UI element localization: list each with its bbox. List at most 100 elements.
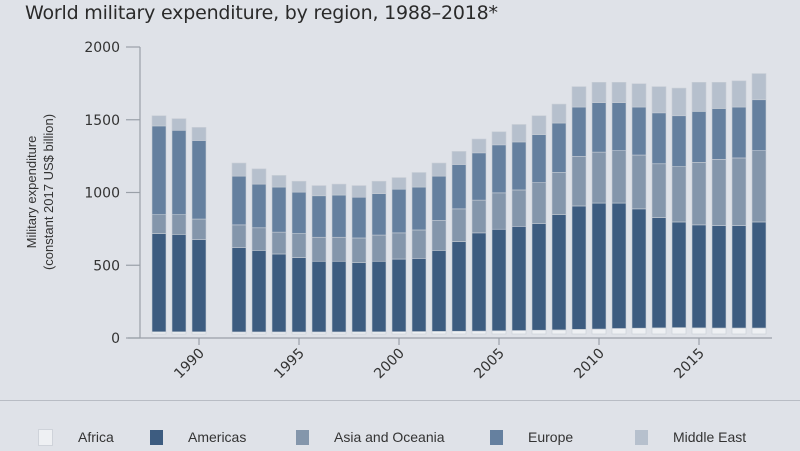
- bar-segment-middle-east: [751, 73, 767, 101]
- bar-segment-europe: [271, 186, 287, 233]
- bar-segment-europe: [711, 108, 727, 160]
- bar-segment-europe: [531, 134, 547, 183]
- bar-segment-americas: [691, 224, 707, 329]
- bar-segment-europe: [691, 111, 707, 163]
- bar-segment-americas: [291, 257, 307, 333]
- bar-segment-africa: [511, 330, 527, 335]
- bar-segment-europe: [331, 194, 347, 238]
- bar-segment-asia-and-oceania: [291, 233, 307, 258]
- bar-segment-africa: [551, 329, 567, 335]
- y-tick-label: 500: [93, 258, 120, 274]
- bar-segment-middle-east: [611, 81, 627, 103]
- bar-segment-europe: [171, 130, 187, 215]
- bar-segment-asia-and-oceania: [551, 172, 567, 215]
- bar-segment-europe: [451, 164, 467, 210]
- bar-segment-americas: [411, 258, 427, 332]
- legend-swatch: [296, 429, 309, 445]
- bar-segment-asia-and-oceania: [391, 232, 407, 260]
- bar-segment-asia-and-oceania: [471, 199, 487, 234]
- bar-segment-africa: [471, 330, 487, 335]
- bar-segment-europe: [291, 191, 307, 234]
- bar-segment-middle-east: [351, 185, 367, 198]
- bar-segment-africa: [191, 331, 207, 335]
- bar-segment-africa: [331, 331, 347, 335]
- bar-segment-europe: [231, 175, 247, 226]
- bar-segment-middle-east: [571, 86, 587, 108]
- bars: [151, 73, 767, 335]
- bar-segment-middle-east: [471, 138, 487, 154]
- bar-segment-middle-east: [291, 180, 307, 193]
- bar-segment-middle-east: [691, 81, 707, 112]
- bar-segment-europe: [631, 106, 647, 156]
- bar-segment-asia-and-oceania: [331, 236, 347, 262]
- bar-segment-middle-east: [711, 81, 727, 109]
- bar-segment-africa: [351, 331, 367, 335]
- bar-segment-middle-east: [431, 162, 447, 177]
- bar-segment-europe: [391, 188, 407, 234]
- bar-segment-americas: [231, 247, 247, 333]
- bar-segment-asia-and-oceania: [351, 237, 367, 264]
- x-tick-label: 2010: [571, 346, 608, 383]
- bar-stack-2001: [411, 172, 427, 335]
- bar-stack-2004: [471, 138, 487, 335]
- bar-stack-1988: [151, 115, 167, 335]
- bar-segment-europe: [251, 183, 267, 229]
- bar-segment-asia-and-oceania: [571, 156, 587, 207]
- x-tick-label: 1990: [171, 346, 208, 383]
- bar-segment-middle-east: [371, 180, 387, 194]
- bar-segment-asia-and-oceania: [371, 234, 387, 262]
- legend-swatch: [38, 428, 53, 446]
- bar-segment-africa: [631, 327, 647, 335]
- x-tick-label: 2000: [371, 346, 408, 383]
- bar-segment-asia-and-oceania: [451, 208, 467, 242]
- bar-segment-asia-and-oceania: [231, 224, 247, 248]
- bar-segment-africa: [151, 331, 167, 335]
- bar-segment-americas: [151, 233, 167, 333]
- bar-segment-africa: [251, 331, 267, 335]
- bar-stack-1997: [331, 183, 347, 335]
- y-tick-label: 1000: [84, 186, 120, 202]
- bar-segment-middle-east: [271, 175, 287, 188]
- bar-segment-middle-east: [171, 118, 187, 131]
- bar-segment-europe: [311, 195, 327, 238]
- bar-segment-americas: [171, 234, 187, 333]
- bar-segment-asia-and-oceania: [171, 214, 187, 235]
- bar-segment-europe: [571, 106, 587, 157]
- bar-segment-americas: [371, 260, 387, 333]
- legend-item-africa: Africa: [38, 427, 114, 447]
- bar-segment-africa: [451, 330, 467, 335]
- bar-segment-europe: [191, 140, 207, 220]
- bar-segment-africa: [751, 327, 767, 335]
- legend-label: Africa: [78, 429, 114, 445]
- bar-segment-africa: [231, 331, 247, 335]
- bar-segment-americas: [251, 250, 267, 333]
- bar-segment-middle-east: [311, 185, 327, 197]
- bar-segment-africa: [171, 331, 187, 335]
- legend-label: Europe: [528, 429, 574, 445]
- bar-stack-2010: [591, 81, 607, 335]
- bar-segment-africa: [711, 327, 727, 335]
- bar-segment-africa: [571, 329, 587, 335]
- bar-segment-americas: [451, 241, 467, 332]
- bar-segment-americas: [271, 253, 287, 333]
- bar-stack-1993: [251, 168, 267, 335]
- bar-segment-americas: [551, 214, 567, 331]
- x-tick-label: 1995: [271, 346, 308, 383]
- bar-segment-africa: [431, 331, 447, 335]
- y-axis-label: Military expenditure (constant 2017 US$ …: [24, 114, 56, 270]
- bar-segment-europe: [591, 102, 607, 153]
- bar-segment-africa: [611, 328, 627, 335]
- legend-item-asia-and-oceania: Asia and Oceania: [296, 427, 445, 447]
- bar-stack-1994: [271, 175, 287, 335]
- bar-segment-americas: [711, 225, 727, 329]
- bar-segment-europe: [611, 102, 627, 151]
- bar-segment-asia-and-oceania: [411, 229, 427, 259]
- bar-segment-americas: [731, 225, 747, 329]
- bar-segment-middle-east: [731, 80, 747, 108]
- bar-segment-middle-east: [591, 81, 607, 103]
- chart-title: World military expenditure, by region, 1…: [25, 2, 498, 24]
- y-axis-label-line2: (constant 2017 US$ billion): [41, 114, 56, 270]
- bar-segment-africa: [691, 327, 707, 335]
- bar-segment-middle-east: [671, 87, 687, 117]
- bar-stack-2006: [511, 124, 527, 335]
